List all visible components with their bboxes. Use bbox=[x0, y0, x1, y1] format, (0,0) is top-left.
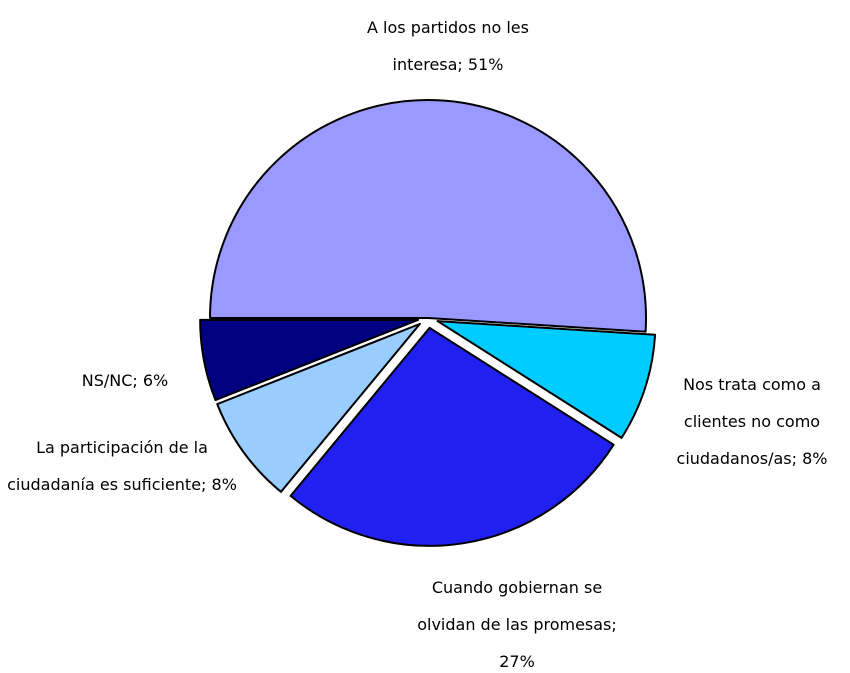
pie-slice bbox=[209, 99, 647, 333]
data-label: La participación de la ciudadanía es sufi… bbox=[7, 438, 237, 494]
data-label: Nos trata como a clientes no como ciudadan… bbox=[677, 375, 828, 468]
label-line: interesa; 51% bbox=[393, 55, 504, 74]
label-line: Cuando gobiernan se bbox=[432, 578, 602, 597]
data-label: NS/NC; 6% bbox=[82, 371, 169, 390]
label-line: A los partidos no les bbox=[367, 18, 529, 37]
pie-slice bbox=[199, 318, 420, 402]
label-line: NS/NC; 6% bbox=[82, 371, 169, 390]
label-line: La participación de la bbox=[36, 438, 208, 457]
label-line: 27% bbox=[499, 652, 535, 671]
pie-slice bbox=[436, 320, 657, 439]
pie-slice bbox=[216, 322, 421, 493]
label-line: clientes no como bbox=[684, 412, 820, 431]
label-line: Nos trata como a bbox=[683, 375, 821, 394]
pie-slice bbox=[289, 326, 615, 547]
label-line: ciudadanía es suficiente; 8% bbox=[7, 475, 237, 494]
data-label: A los partidos no les interesa; 51% bbox=[367, 18, 529, 74]
label-line: olvidan de las promesas; bbox=[417, 615, 617, 634]
label-line: ciudadanos/as; 8% bbox=[677, 449, 828, 468]
data-label: Cuando gobiernan se olvidan de las promes… bbox=[417, 578, 617, 671]
